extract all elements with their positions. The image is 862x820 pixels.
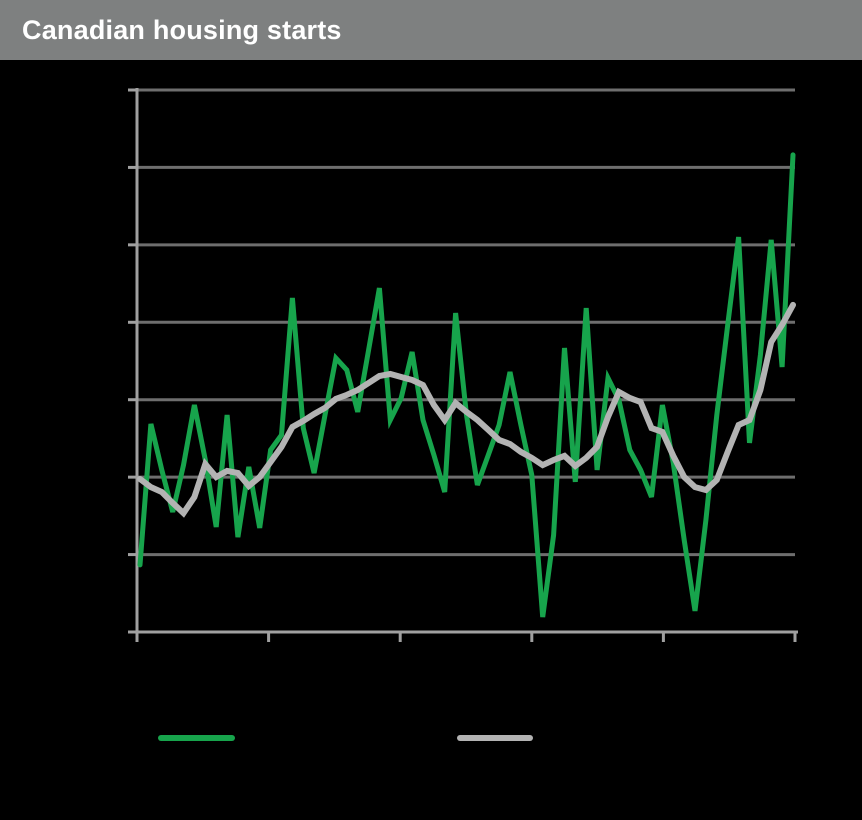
series-line-housing-starts-trend	[137, 301, 796, 518]
legend-swatch-housing-starts-trend	[457, 735, 533, 741]
chart-panel	[0, 60, 862, 820]
page-title: Canadian housing starts	[22, 14, 342, 45]
housing-starts-chart	[128, 88, 798, 741]
legend-swatch-housing-starts-monthly	[158, 735, 235, 741]
series-line-housing-starts-monthly	[137, 152, 796, 618]
header-bar: Canadian housing starts	[0, 0, 862, 60]
